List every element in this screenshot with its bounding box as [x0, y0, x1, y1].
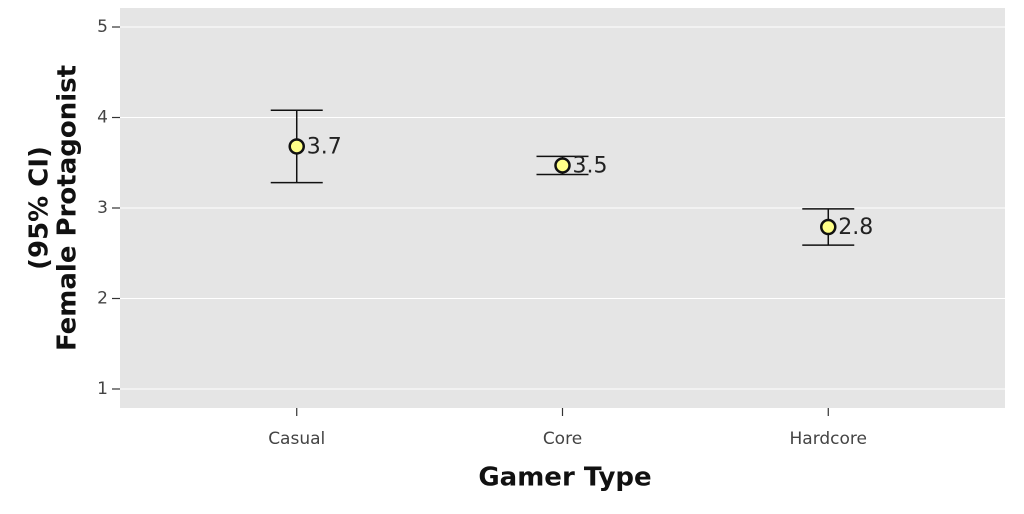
value-label: 2.8 [838, 215, 873, 240]
x-tick-label: Casual [268, 429, 325, 449]
point [288, 138, 305, 155]
x-tick-label: Core [543, 429, 582, 449]
point [554, 157, 571, 174]
y-axis-title: Female Protagonist [53, 65, 83, 351]
value-label: 3.5 [573, 153, 608, 178]
x-tick-label: Hardcore [790, 429, 868, 449]
y-tick-label: 5 [97, 17, 108, 37]
y-tick-label: 4 [97, 108, 108, 128]
y-tick-label: 2 [97, 288, 108, 308]
y-tick-label: 1 [97, 379, 108, 399]
y-tick-label: 3 [97, 198, 108, 218]
x-axis-title: Gamer Type [478, 463, 651, 493]
value-label: 3.7 [307, 134, 342, 159]
y-axis-title: (95% CI) [25, 146, 55, 270]
point [820, 218, 837, 236]
